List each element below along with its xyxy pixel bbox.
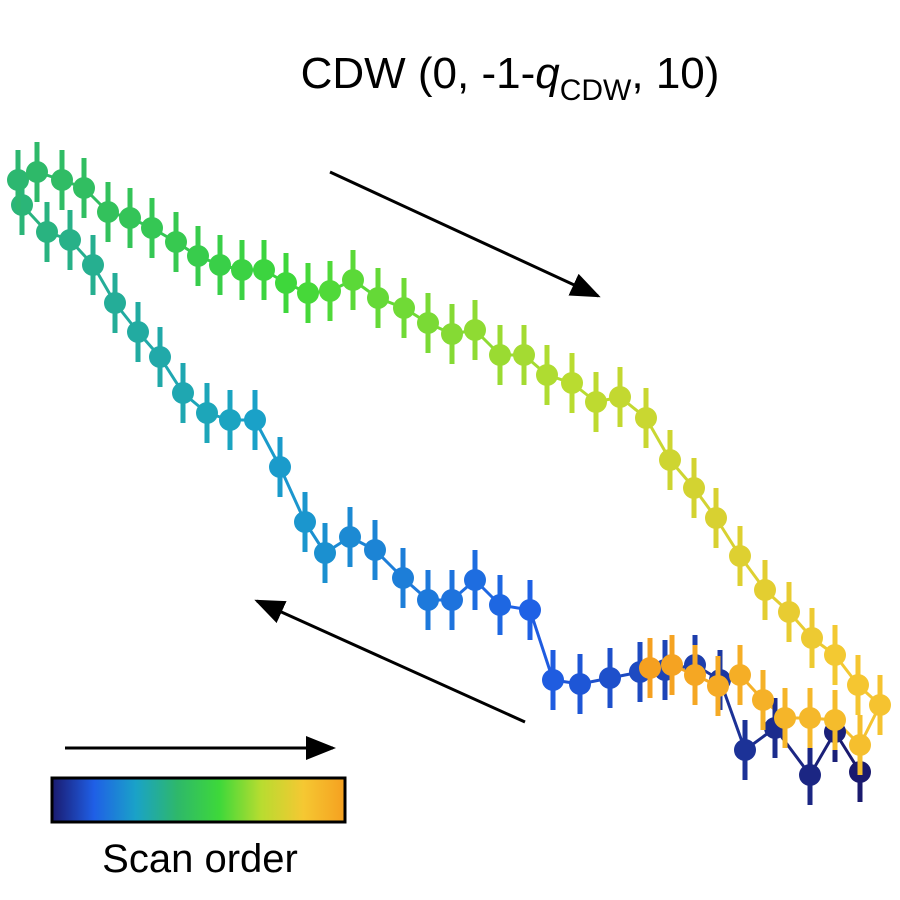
arrow bbox=[329, 170, 601, 298]
point bbox=[824, 709, 846, 731]
point bbox=[231, 259, 253, 281]
point bbox=[59, 229, 81, 251]
point bbox=[849, 734, 871, 756]
plot bbox=[7, 142, 891, 805]
point bbox=[196, 402, 218, 424]
colorbar bbox=[50, 776, 347, 824]
colorbar-label: Scan order bbox=[102, 837, 298, 881]
point bbox=[824, 644, 846, 666]
point bbox=[209, 254, 231, 276]
point bbox=[542, 669, 564, 691]
point bbox=[127, 321, 149, 343]
point bbox=[561, 372, 583, 394]
point bbox=[464, 319, 486, 341]
point bbox=[172, 382, 194, 404]
point bbox=[104, 292, 126, 314]
point bbox=[519, 599, 541, 621]
point bbox=[82, 254, 104, 276]
point bbox=[752, 689, 774, 711]
point bbox=[26, 161, 48, 183]
point bbox=[367, 287, 389, 309]
point bbox=[417, 589, 439, 611]
point bbox=[97, 201, 119, 223]
point bbox=[799, 764, 821, 786]
point bbox=[609, 386, 631, 408]
point bbox=[269, 456, 291, 478]
point bbox=[707, 675, 729, 697]
point bbox=[464, 569, 486, 591]
title-italic: q bbox=[535, 49, 560, 98]
point bbox=[869, 694, 891, 716]
point bbox=[364, 539, 386, 561]
point bbox=[683, 477, 705, 499]
point bbox=[294, 511, 316, 533]
point bbox=[393, 297, 415, 319]
title-subscript: CDW bbox=[560, 74, 632, 107]
point bbox=[635, 407, 657, 429]
point bbox=[774, 707, 796, 729]
point bbox=[141, 217, 163, 239]
point bbox=[847, 674, 869, 696]
point bbox=[489, 594, 511, 616]
point bbox=[149, 346, 171, 368]
point bbox=[639, 657, 661, 679]
point bbox=[244, 409, 266, 431]
point bbox=[489, 344, 511, 366]
point bbox=[7, 169, 29, 191]
chart-title: CDW (0, -1-qCDW, 10) bbox=[301, 49, 720, 107]
point bbox=[778, 601, 800, 623]
point bbox=[73, 177, 95, 199]
point bbox=[754, 579, 776, 601]
point bbox=[729, 664, 751, 686]
point bbox=[392, 567, 414, 589]
point bbox=[253, 259, 275, 281]
point bbox=[661, 654, 683, 676]
point bbox=[659, 449, 681, 471]
connector bbox=[528, 609, 555, 681]
title-prefix: CDW (0, -1- bbox=[301, 49, 536, 98]
point bbox=[417, 312, 439, 334]
point bbox=[314, 542, 336, 564]
point bbox=[441, 589, 463, 611]
point bbox=[585, 391, 607, 413]
point bbox=[187, 245, 209, 267]
point bbox=[297, 282, 319, 304]
point bbox=[536, 364, 558, 386]
point bbox=[51, 169, 73, 191]
point bbox=[441, 323, 463, 345]
point bbox=[219, 409, 241, 431]
title-suffix: , 10) bbox=[631, 49, 719, 98]
point bbox=[684, 664, 706, 686]
point bbox=[569, 673, 591, 695]
point bbox=[513, 344, 535, 366]
point bbox=[319, 280, 341, 302]
arrow bbox=[254, 599, 526, 724]
point bbox=[734, 739, 756, 761]
point bbox=[11, 194, 33, 216]
point bbox=[599, 667, 621, 689]
point bbox=[705, 507, 727, 529]
point bbox=[165, 231, 187, 253]
point bbox=[36, 221, 58, 243]
point bbox=[119, 207, 141, 229]
point bbox=[799, 707, 821, 729]
point bbox=[275, 272, 297, 294]
point bbox=[729, 545, 751, 567]
point bbox=[342, 269, 364, 291]
point bbox=[801, 627, 823, 649]
point bbox=[339, 526, 361, 548]
